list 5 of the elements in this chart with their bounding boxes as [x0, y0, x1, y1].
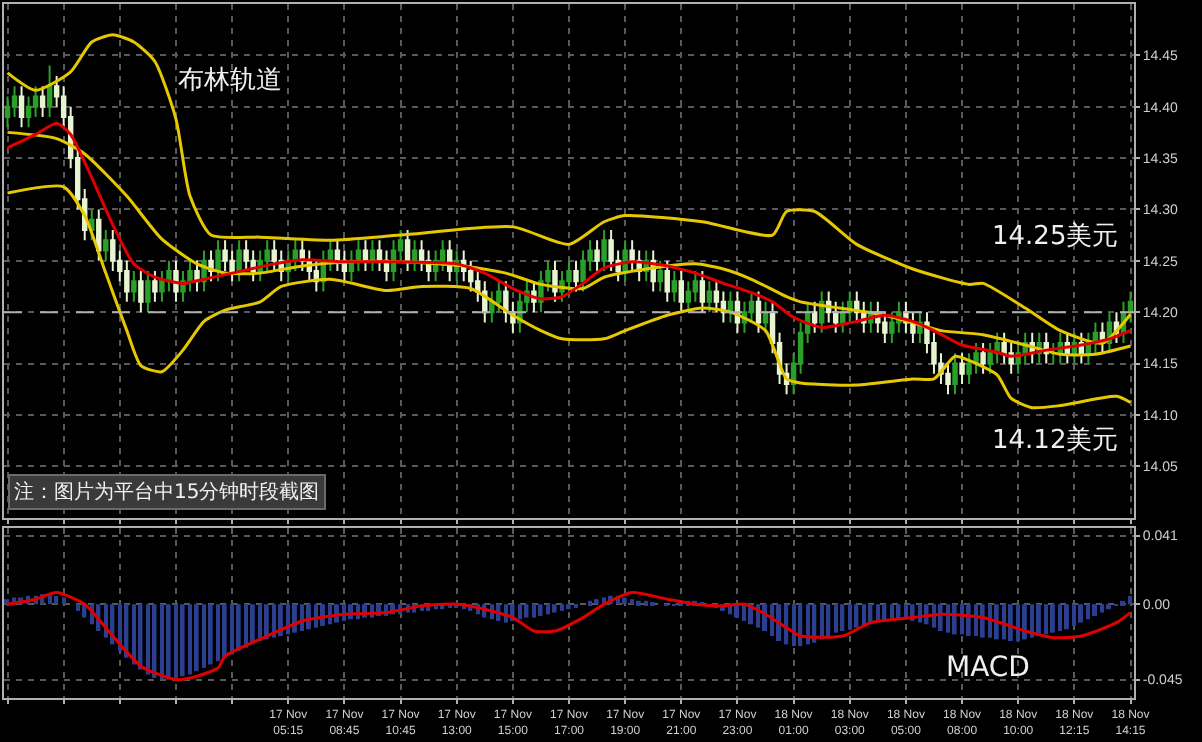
annotation: 14.25美元 [992, 220, 1119, 252]
annotation: 布林轨道 [178, 66, 282, 96]
annotation: 注：图片为平台中15分钟时段截图 [14, 480, 320, 504]
annotation: 14.12美元 [992, 424, 1119, 456]
annotation: MACD [946, 652, 1030, 684]
